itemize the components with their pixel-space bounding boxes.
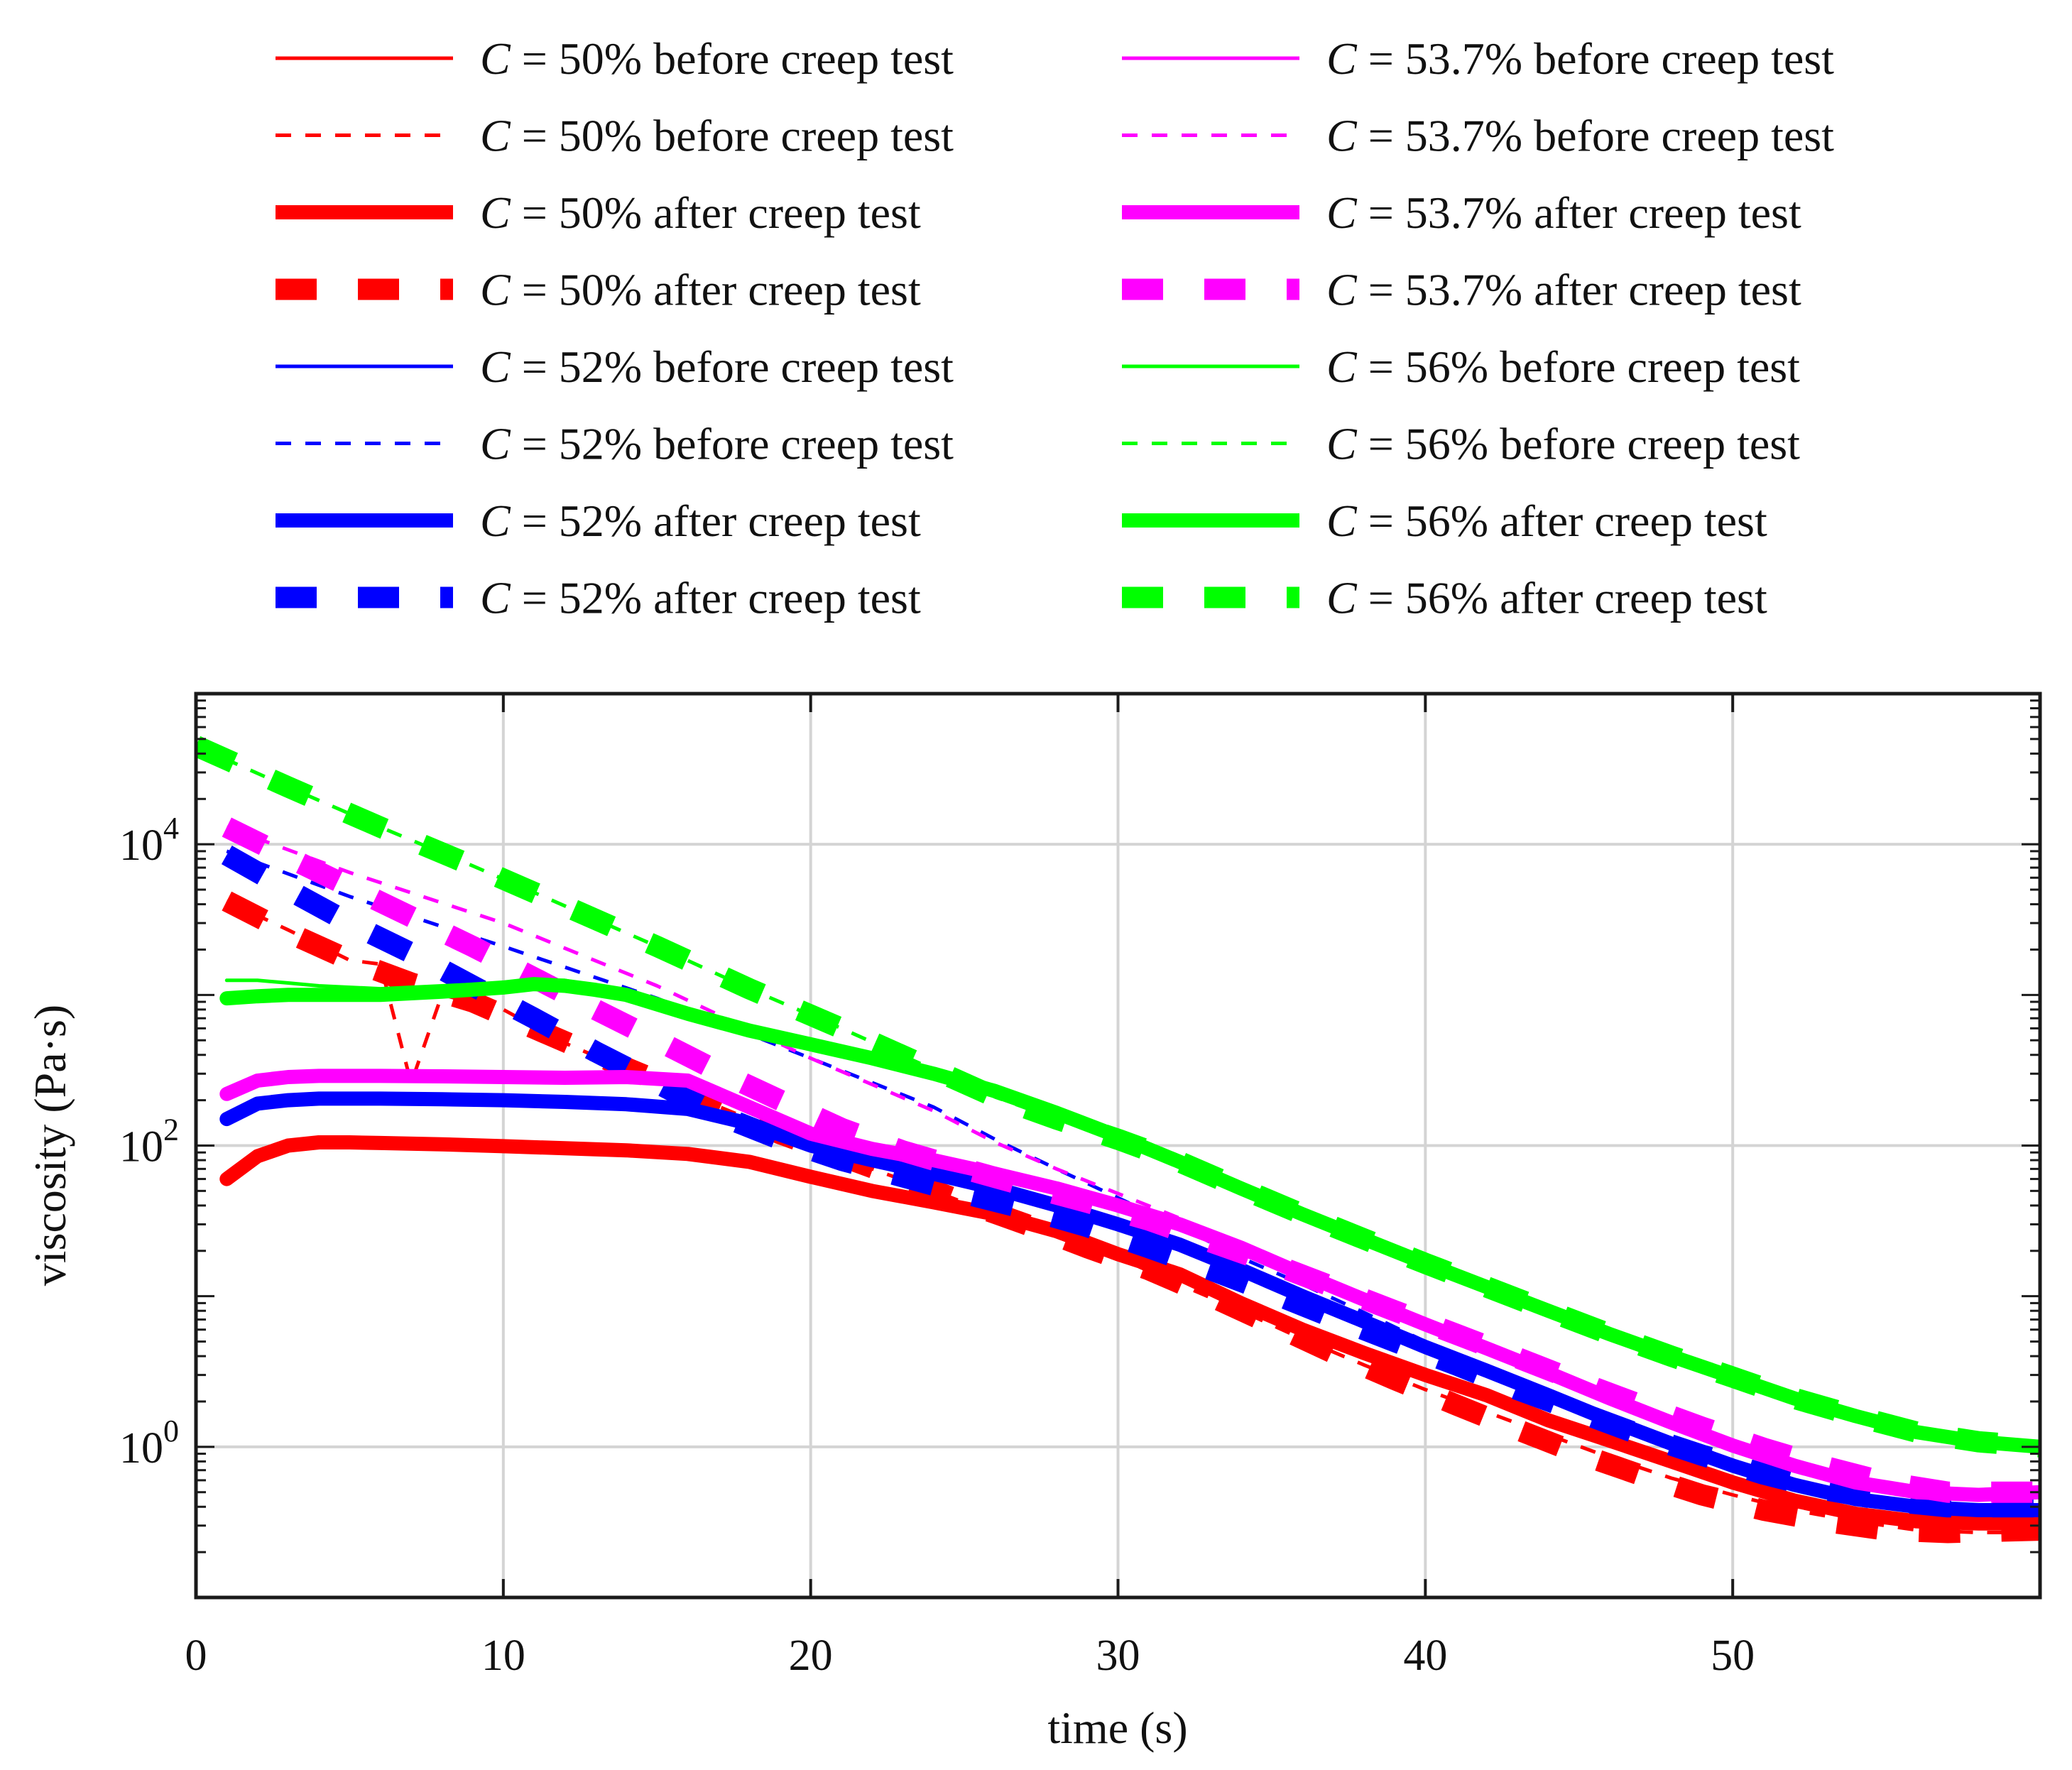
legend-text: = 56% before creep test — [1357, 419, 1800, 469]
legend-label: C = 56% before creep test — [1326, 342, 1800, 392]
x-tick-label: 30 — [1096, 1632, 1140, 1680]
legend-label: C = 56% before creep test — [1326, 419, 1800, 469]
legend-variable: C — [1326, 187, 1358, 238]
series-line — [222, 891, 2040, 1544]
legend-label: C = 53.7% before creep test — [1326, 33, 1834, 84]
legend-variable: C — [1326, 265, 1358, 315]
x-tick-label: 10 — [481, 1632, 525, 1680]
legend-label: C = 52% after creep test — [480, 496, 921, 546]
y-tick-base: 10 — [119, 821, 163, 870]
legend-label: C = 53.7% after creep test — [1326, 187, 1801, 238]
legend-text: = 53.7% before creep test — [1357, 111, 1834, 161]
legend-text: = 50% after creep test — [511, 187, 921, 238]
legend-text: = 56% after creep test — [1357, 496, 1767, 546]
legend-variable: C — [480, 419, 511, 469]
y-tick-label: 100 — [119, 1414, 179, 1473]
legend-text: = 52% after creep test — [511, 496, 921, 546]
legend-variable: C — [480, 496, 511, 546]
legend-variable: C — [1326, 342, 1358, 392]
legend-label: C = 50% after creep test — [480, 187, 921, 238]
x-axis-label: time (s) — [1047, 1703, 1187, 1753]
y-axis-label: viscosity (Pa·s) — [25, 1005, 75, 1286]
legend-variable: C — [480, 342, 511, 392]
y-tick-exponent: 0 — [163, 1414, 179, 1448]
legend-text: = 50% before creep test — [511, 111, 954, 161]
series-line — [219, 1135, 2040, 1531]
series-line — [219, 977, 2040, 1454]
legend-text: = 56% before creep test — [1357, 342, 1800, 392]
series-line — [222, 817, 2040, 1503]
legend-variable: C — [1326, 33, 1358, 84]
legend-variable: C — [1326, 111, 1358, 161]
legend-label: C = 56% after creep test — [1326, 496, 1767, 546]
legend-label: C = 50% after creep test — [480, 265, 921, 315]
x-tick-label: 0 — [185, 1632, 207, 1680]
legend-text: = 53.7% after creep test — [1357, 187, 1801, 238]
legend-variable: C — [480, 33, 511, 84]
series-line — [221, 846, 2040, 1518]
legend-variable: C — [1326, 573, 1358, 623]
legend-label: C = 53.7% after creep test — [1326, 265, 1801, 315]
y-tick-base: 10 — [119, 1123, 163, 1171]
legend-label: C = 52% before creep test — [480, 419, 954, 469]
legend-text: = 52% before creep test — [511, 419, 954, 469]
series-layer — [196, 736, 2040, 1544]
plot-frame — [194, 692, 2042, 1600]
y-tick-exponent: 4 — [163, 811, 179, 846]
legend-text: = 52% after creep test — [511, 573, 921, 623]
legend-text: = 50% after creep test — [511, 265, 921, 315]
legend-text: = 53.7% before creep test — [1357, 33, 1834, 84]
legend-label: C = 56% after creep test — [1326, 573, 1767, 623]
legend-variable: C — [480, 573, 511, 623]
series-line — [219, 1091, 2040, 1517]
legend-label: C = 50% before creep test — [480, 33, 954, 84]
legend-variable: C — [1326, 496, 1358, 546]
legend-label: C = 52% before creep test — [480, 342, 954, 392]
legend-variable: C — [480, 111, 511, 161]
y-tick-base: 10 — [119, 1424, 163, 1473]
legend-label: C = 52% after creep test — [480, 573, 921, 623]
y-tick-label: 102 — [119, 1113, 179, 1171]
legend-variable: C — [480, 187, 511, 238]
axis-ticks — [195, 694, 2040, 1599]
legend-variable: C — [1326, 419, 1358, 469]
legend-text: = 56% after creep test — [1357, 573, 1767, 623]
legend-label: C = 50% before creep test — [480, 111, 954, 161]
y-tick-exponent: 2 — [163, 1113, 179, 1147]
x-tick-label: 50 — [1711, 1632, 1755, 1680]
y-tick-label: 104 — [119, 811, 179, 870]
legend-text: = 52% before creep test — [511, 342, 954, 392]
legend-text: = 53.7% after creep test — [1357, 265, 1801, 315]
legend-label: C = 53.7% before creep test — [1326, 111, 1834, 161]
legend-text: = 50% before creep test — [511, 33, 954, 84]
x-tick-label: 40 — [1403, 1632, 1447, 1680]
series-line — [196, 736, 2040, 1458]
legend-variable: C — [480, 265, 511, 315]
x-tick-label: 20 — [789, 1632, 833, 1680]
